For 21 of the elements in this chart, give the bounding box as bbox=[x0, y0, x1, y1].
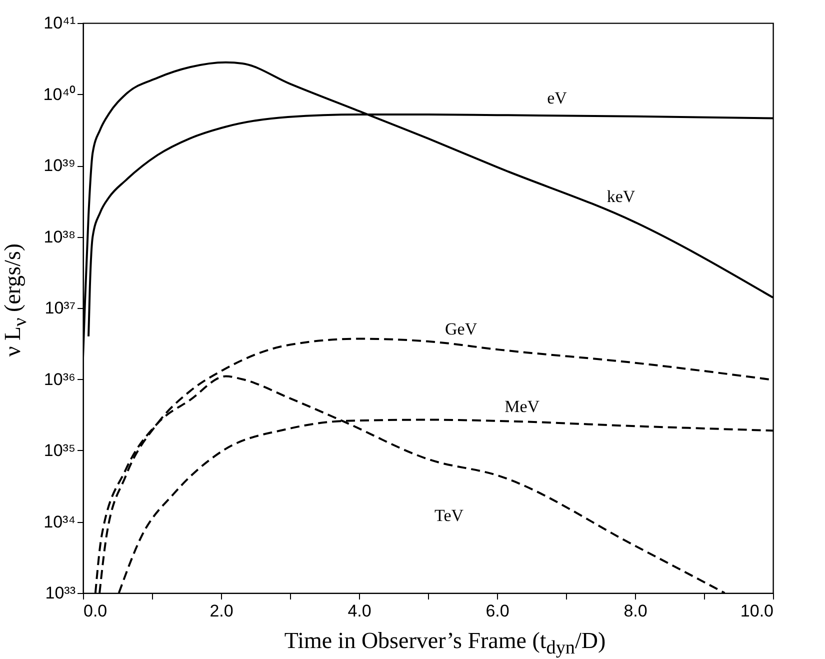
y-tick-label: 10⁴¹ bbox=[44, 14, 76, 32]
y-tick-label: 10³⁷ bbox=[44, 298, 76, 318]
series-label: GeV bbox=[445, 320, 478, 339]
x-tick-label: 0.0 bbox=[84, 602, 108, 620]
text: TeV bbox=[434, 506, 464, 525]
y-tick-label: 10³⁵ bbox=[44, 441, 76, 460]
y-tick-label: 10⁴⁰ bbox=[43, 84, 76, 104]
y-tick-label: 10³⁸ bbox=[44, 227, 76, 246]
x-axis-title: Time in Observer’s Frame (t$_{dyn}$/D) bbox=[283, 628, 607, 659]
series-label: MeV bbox=[504, 396, 540, 416]
series-label: eV bbox=[547, 88, 568, 108]
x-tick-label: 6.0 bbox=[486, 602, 510, 620]
y-tick-label: 10³⁶ bbox=[44, 370, 76, 389]
x-tick-label: 4.0 bbox=[348, 602, 372, 620]
x-tick-label: 2.0 bbox=[210, 602, 234, 620]
x-tick-label: 8.0 bbox=[624, 602, 648, 620]
y-tick-label: 10³⁹ bbox=[44, 156, 76, 175]
y-tick-label: 10³³ bbox=[45, 584, 76, 602]
x-tick-label: 10.0 bbox=[740, 602, 774, 620]
series-label: keV bbox=[606, 187, 636, 206]
y-tick-label: 10³⁴ bbox=[44, 512, 76, 532]
